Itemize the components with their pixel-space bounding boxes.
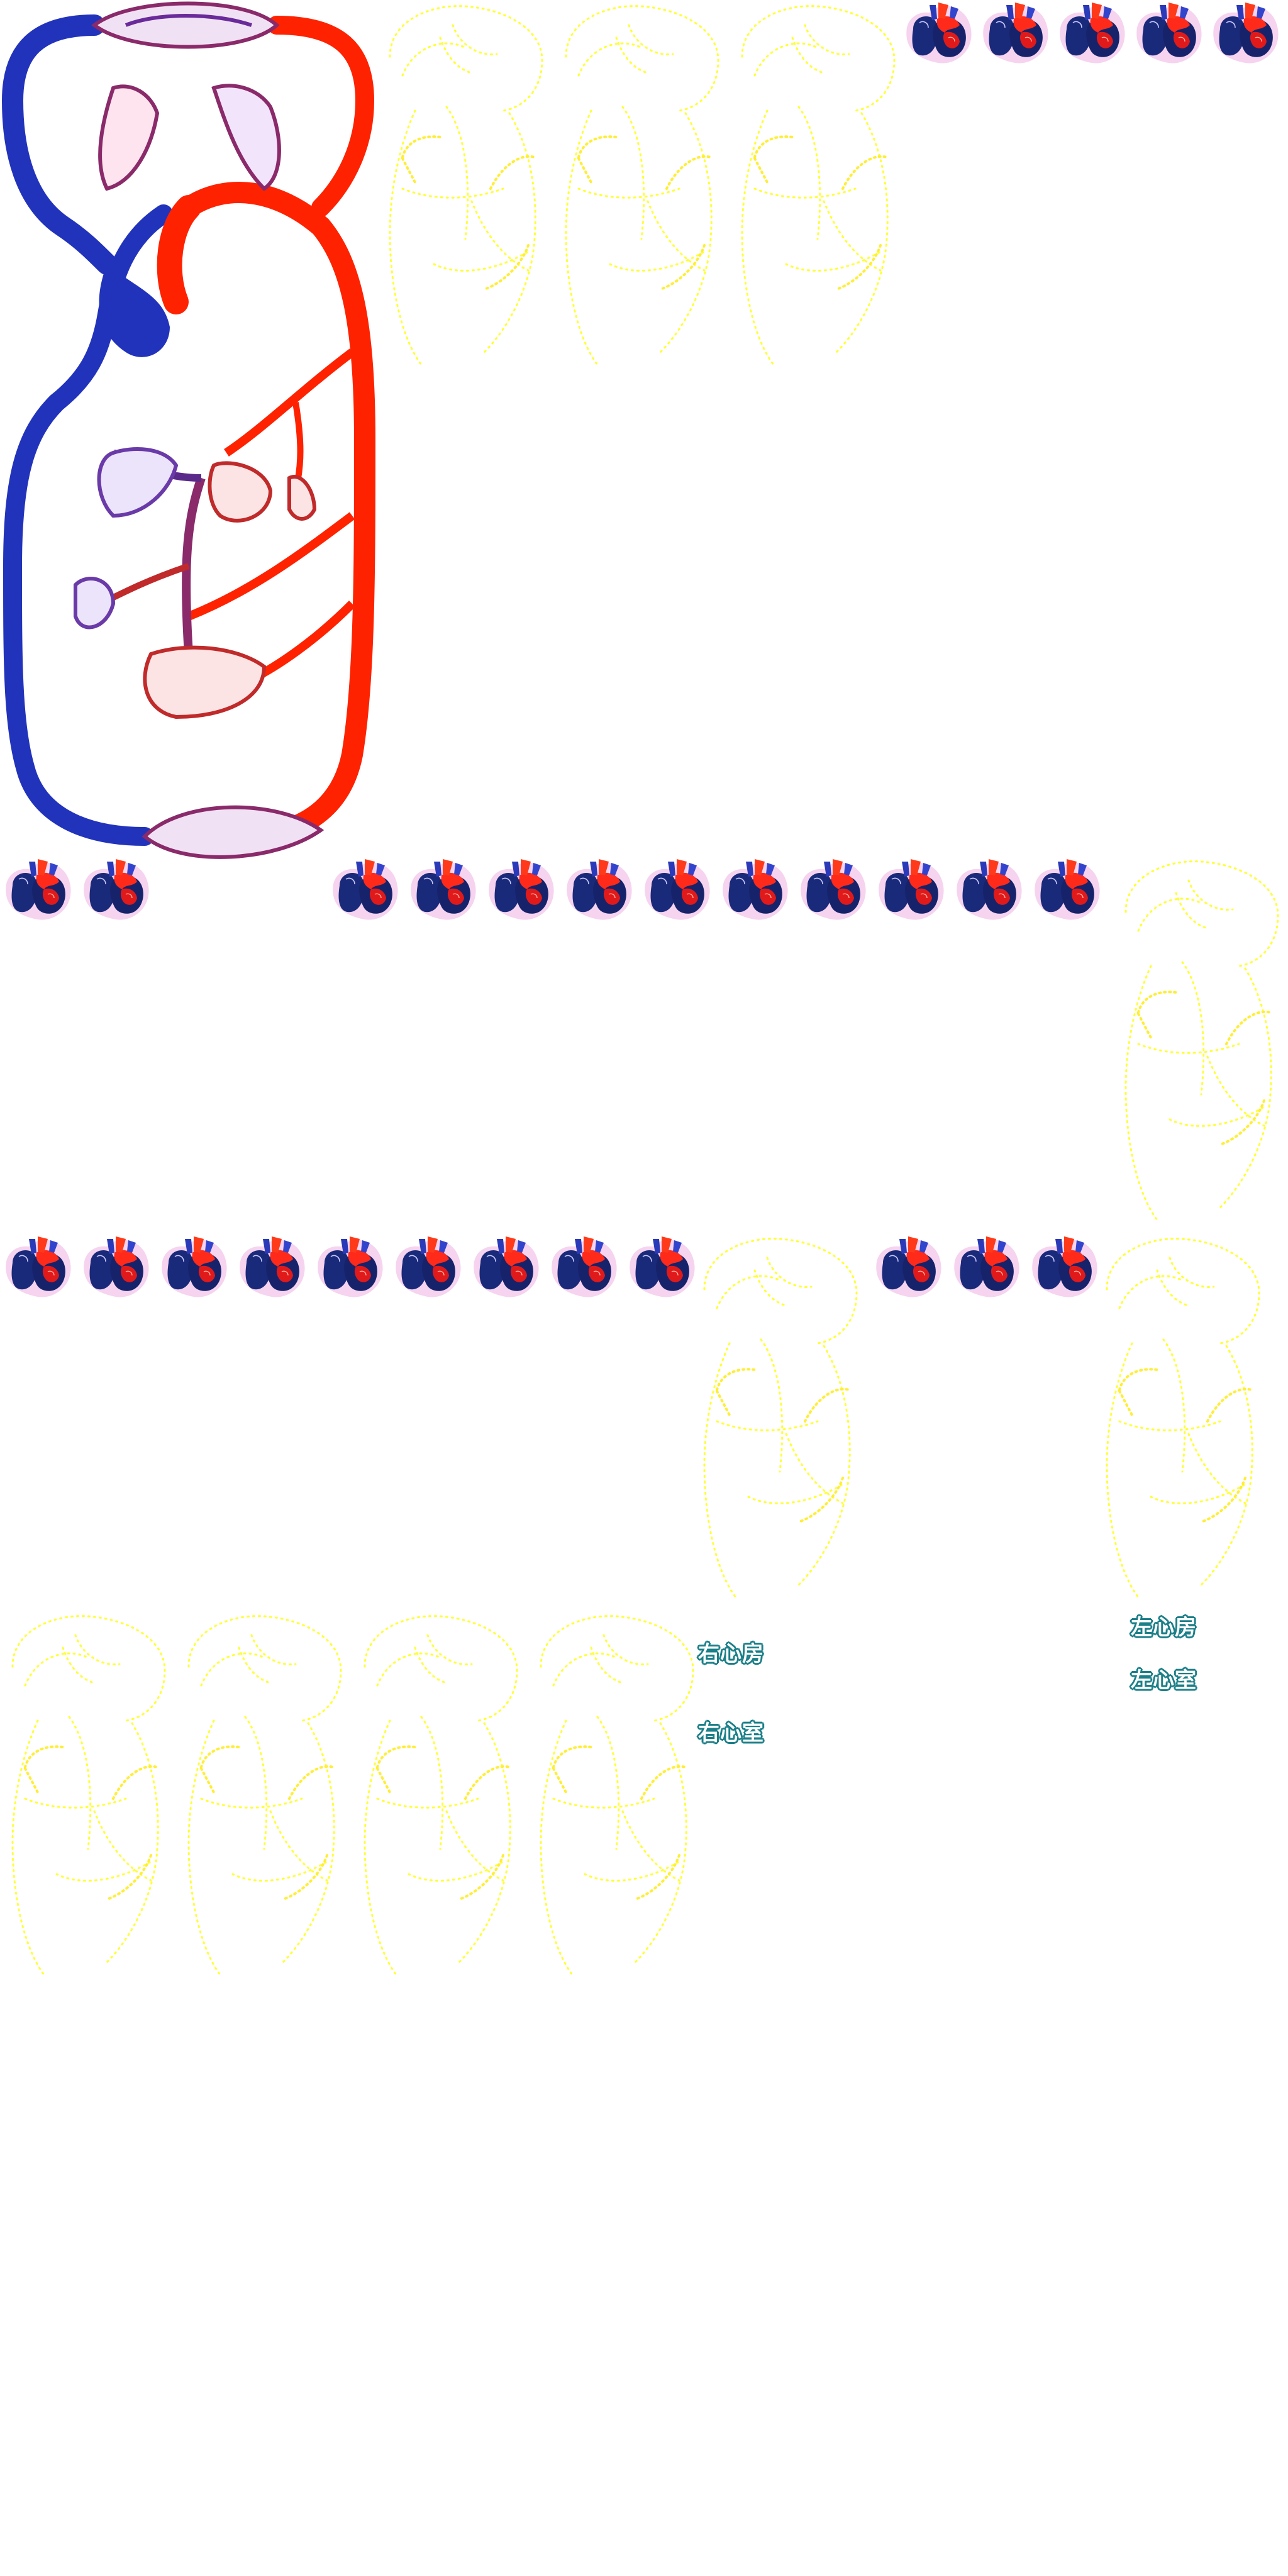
label-right-ventricle: 右心室 [698, 1721, 764, 1746]
heart-icon[interactable] [875, 1236, 942, 1298]
label-left-atrium: 左心房 [1131, 1615, 1197, 1640]
outline-trace-group [11, 4, 1279, 1976]
heart-outline-trace-icon [565, 4, 719, 367]
heart-icon[interactable] [395, 1236, 462, 1298]
heart-icon[interactable] [1059, 2, 1126, 64]
heart-icon[interactable] [83, 1236, 150, 1298]
heart-icon[interactable] [1136, 2, 1202, 64]
heart-icon[interactable] [161, 1236, 228, 1298]
heart-icon[interactable] [332, 858, 399, 921]
label-right-atrium: 右心房 [698, 1641, 764, 1667]
heart-icon[interactable] [410, 858, 477, 921]
heart-icon[interactable] [1031, 1236, 1098, 1298]
heart-icon[interactable] [473, 1236, 540, 1298]
heart-icon[interactable] [906, 2, 972, 64]
heart-icon[interactable] [1213, 2, 1279, 64]
heart-icon[interactable] [1034, 858, 1101, 921]
heart-icon[interactable] [956, 858, 1023, 921]
heart-icon[interactable] [982, 2, 1049, 64]
heart-outline-trace-icon [703, 1237, 858, 1599]
heart-outline-trace-icon [741, 4, 896, 367]
heart-icon[interactable] [722, 858, 789, 921]
circulation-diagram-icon [13, 4, 365, 857]
heart-outline-trace-icon [1124, 860, 1279, 1221]
heart-icon[interactable] [953, 1236, 1020, 1298]
heart-icon[interactable] [566, 858, 633, 921]
heart-icon[interactable] [83, 858, 150, 921]
heart-icon[interactable] [488, 858, 555, 921]
heart-outline-trace-icon [1106, 1237, 1260, 1599]
label-left-ventricle: 左心室 [1131, 1668, 1197, 1693]
heart-icon[interactable] [878, 858, 945, 921]
heart-outline-trace-icon [11, 1614, 166, 1976]
heart-icon[interactable] [5, 858, 72, 921]
heart-icon[interactable] [644, 858, 711, 921]
heart-outline-trace-icon [364, 1614, 518, 1976]
heart-icon[interactable] [239, 1236, 306, 1298]
heart-outline-trace-icon [187, 1614, 342, 1976]
heart-outline-trace-icon [540, 1614, 694, 1976]
heart-icon[interactable] [5, 1236, 72, 1298]
heart-outline-trace-icon [389, 4, 543, 367]
heart-icon[interactable] [317, 1236, 384, 1298]
heart-icon[interactable] [629, 1236, 696, 1298]
heart-icon[interactable] [551, 1236, 618, 1298]
heart-icon[interactable] [800, 858, 867, 921]
